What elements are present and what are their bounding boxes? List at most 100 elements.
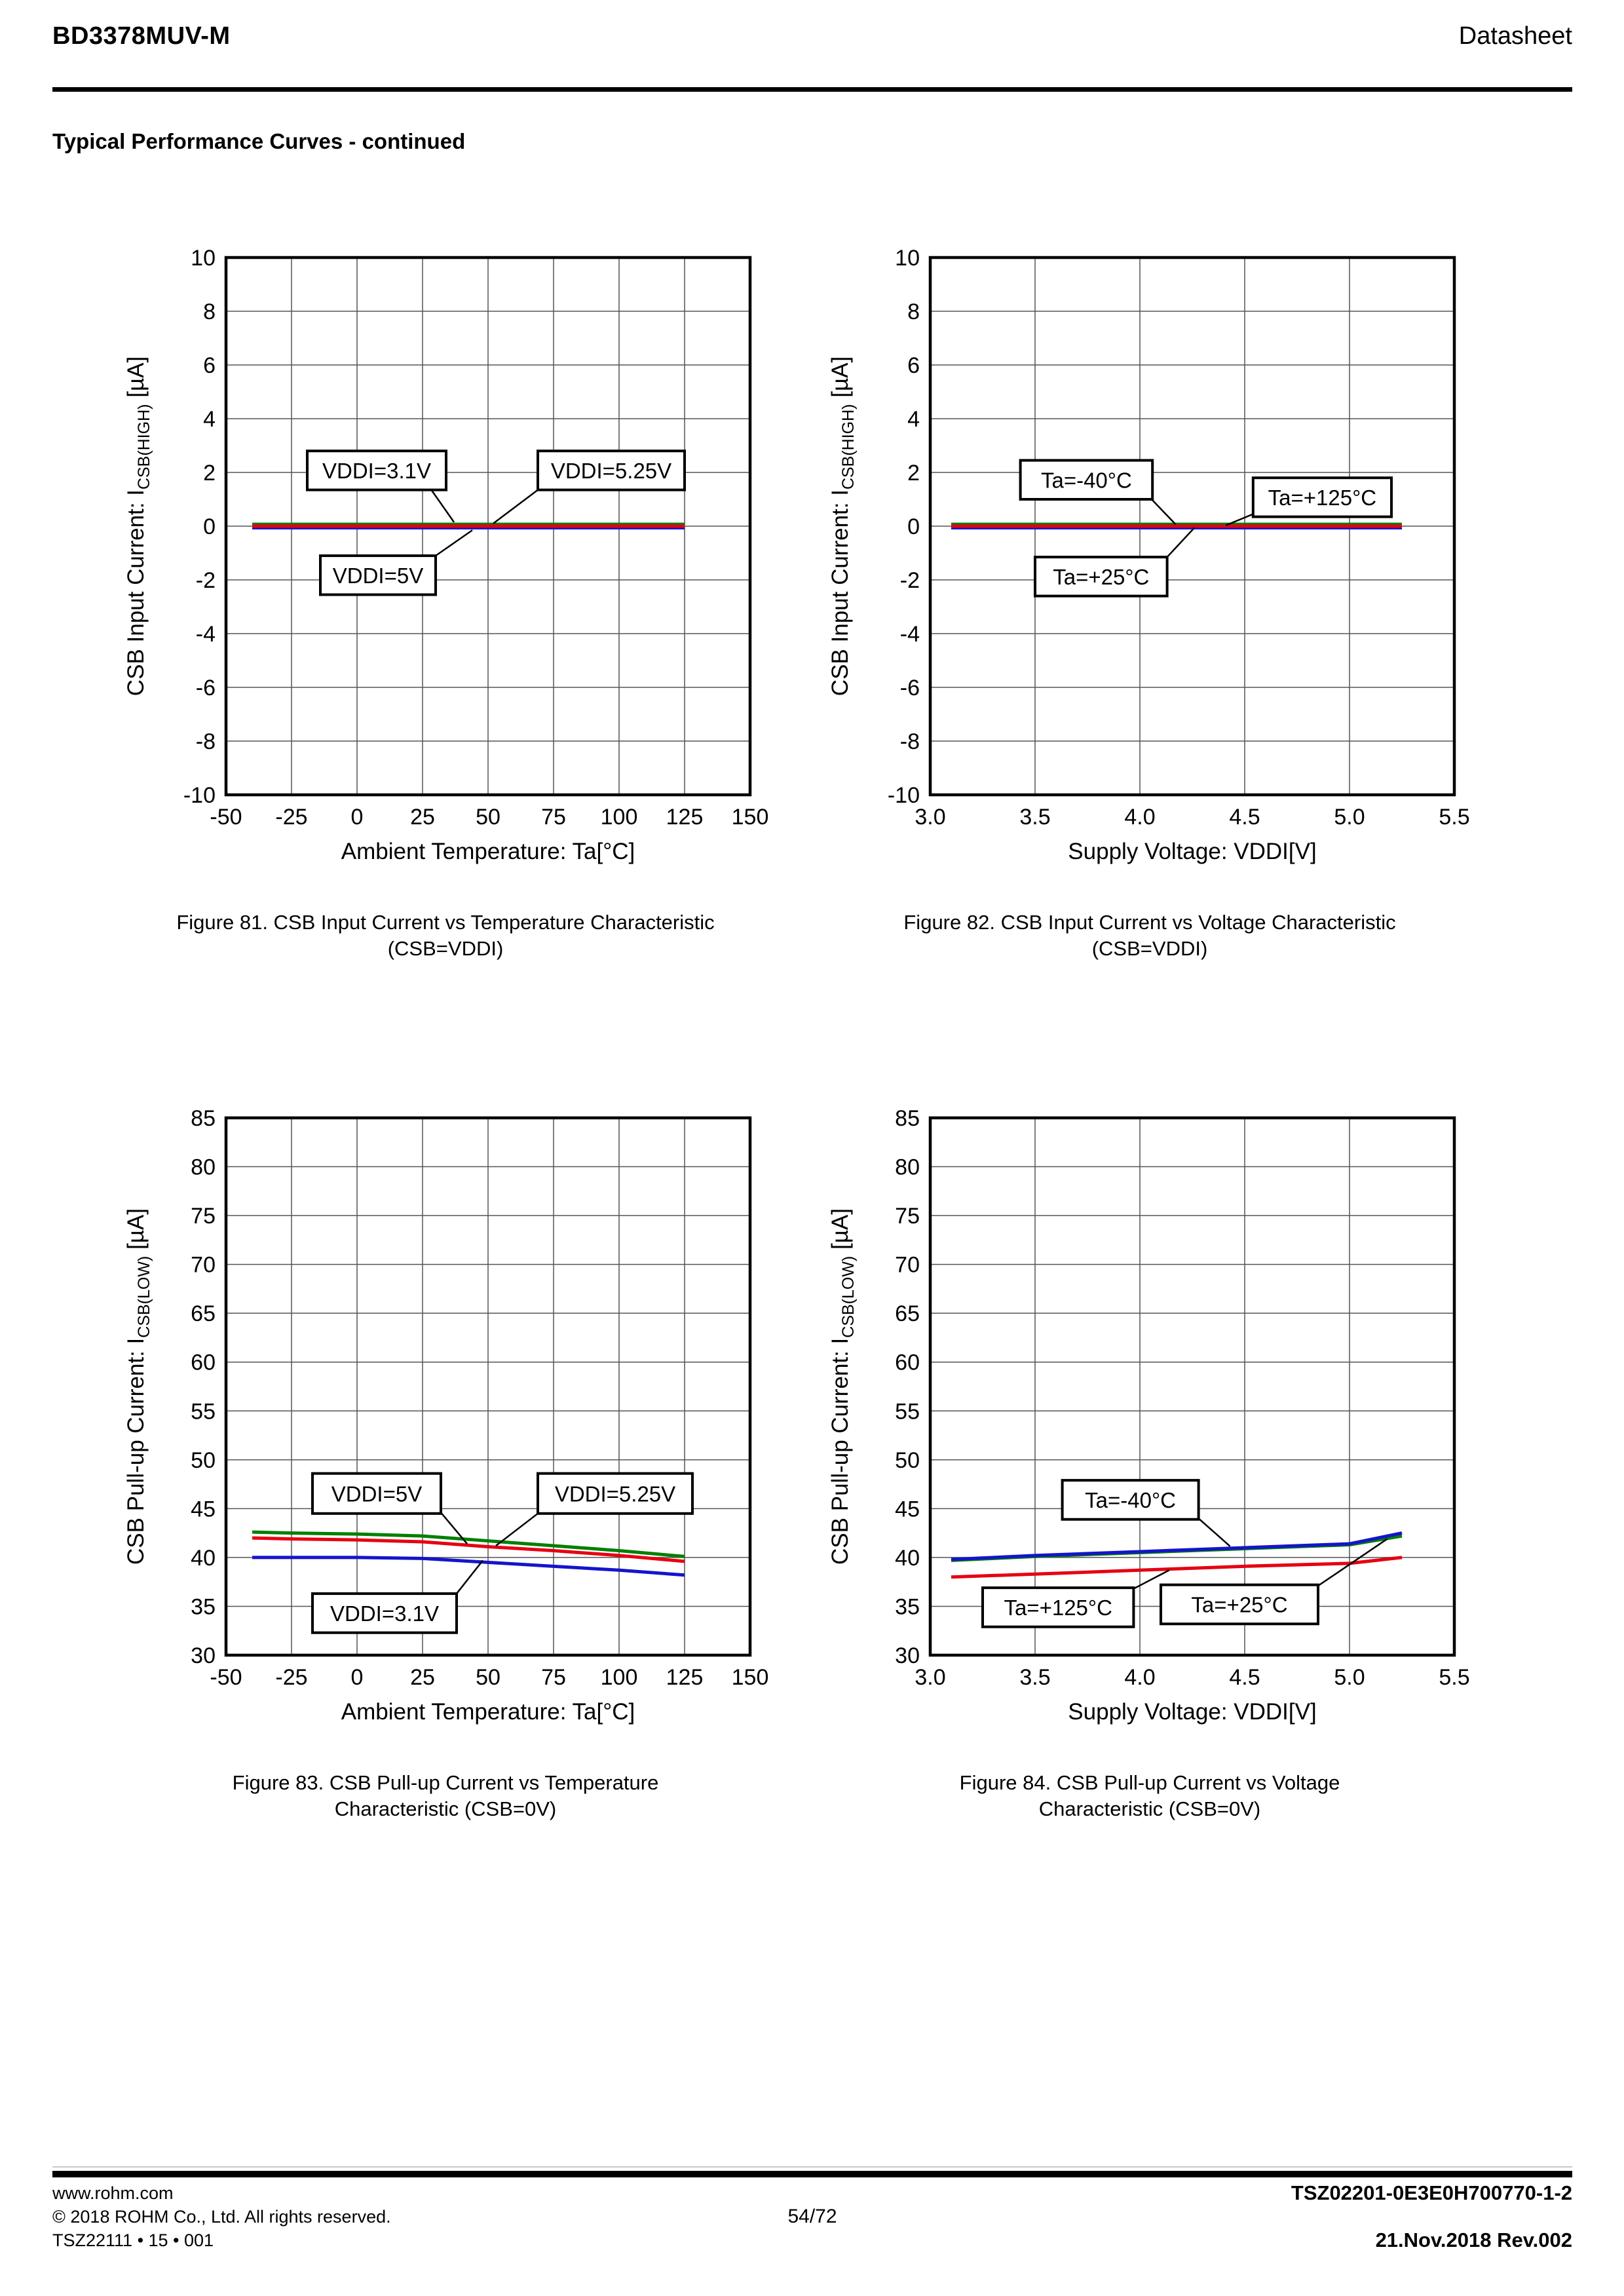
svg-text:5.5: 5.5	[1439, 1665, 1469, 1690]
annotation-box	[981, 1586, 1135, 1628]
svg-text:VDDI=5V: VDDI=5V	[331, 1482, 422, 1506]
svg-text:2: 2	[907, 461, 920, 486]
svg-text:150: 150	[732, 1665, 769, 1690]
svg-text:Ambient Temperature: Ta[°C]: Ambient Temperature: Ta[°C]	[341, 839, 635, 864]
caption-line-1: Figure 81. CSB Input Current vs Temperat…	[176, 911, 715, 934]
series-Ta=+125°C	[951, 1556, 1403, 1579]
annotation-box	[1061, 1479, 1200, 1521]
svg-text:55: 55	[895, 1399, 920, 1424]
annotation-box	[319, 554, 437, 596]
svg-text:Supply Voltage: VDDI[V]: Supply Voltage: VDDI[V]	[1068, 839, 1316, 864]
svg-text:CSB Pull-up Current: ICSB(LOW): CSB Pull-up Current: ICSB(LOW) [µA]	[827, 1208, 858, 1565]
svg-text:4.5: 4.5	[1229, 805, 1260, 830]
svg-text:4: 4	[203, 407, 216, 432]
caption-line-1: Figure 82. CSB Input Current vs Voltage …	[903, 911, 1396, 934]
svg-text:100: 100	[601, 1665, 638, 1690]
svg-text:-10: -10	[183, 783, 216, 808]
doc-type-label: Datasheet	[1458, 22, 1572, 50]
svg-text:50: 50	[476, 805, 500, 830]
svg-text:60: 60	[191, 1350, 216, 1375]
footer-page-number: 54/72	[787, 2206, 837, 2227]
page-header: BD3378MUV-M Datasheet	[52, 0, 1572, 50]
series-Ta=-40°C	[951, 1531, 1403, 1561]
figure-83-caption: Figure 83. CSB Pull-up Current vs Temper…	[115, 1770, 776, 1822]
footer-columns: www.rohm.com © 2018 ROHM Co., Ltd. All r…	[52, 2181, 1572, 2252]
svg-text:-6: -6	[196, 676, 216, 700]
footer-left-block: www.rohm.com © 2018 ROHM Co., Ltd. All r…	[52, 2181, 787, 2252]
annotation-box	[311, 1592, 458, 1634]
caption-line-2: (CSB=VDDI)	[387, 937, 504, 960]
series-VDDI=5V	[252, 1536, 685, 1563]
svg-text:100: 100	[601, 805, 638, 830]
svg-text:CSB Input Current: ICSB(HIGH): CSB Input Current: ICSB(HIGH) [µA]	[827, 356, 858, 696]
svg-text:70: 70	[895, 1253, 920, 1278]
series-VDDI=5.25V	[252, 1530, 685, 1558]
annotation-box	[1034, 556, 1169, 598]
svg-text:-8: -8	[196, 729, 216, 754]
svg-text:40: 40	[895, 1546, 920, 1571]
svg-text:0: 0	[351, 805, 364, 830]
footer-doc-code-left: TSZ22111 • 15 • 001	[52, 2230, 214, 2250]
svg-text:55: 55	[191, 1399, 216, 1424]
svg-text:-4: -4	[196, 622, 216, 647]
svg-text:CSB Input Current: ICSB(HIGH): CSB Input Current: ICSB(HIGH) [µA]	[123, 356, 153, 696]
figure-84: Ta=-40°C Ta=+125°C Ta=+25°C 3.0 3.5 4.0 4.5 5.0…	[812, 1085, 1572, 1822]
svg-text:10: 10	[191, 246, 216, 271]
svg-text:80: 80	[191, 1155, 216, 1180]
svg-text:VDDI=3.1V: VDDI=3.1V	[322, 459, 431, 483]
svg-text:-6: -6	[900, 676, 920, 700]
footer-website: www.rohm.com	[52, 2183, 174, 2203]
footer-revision: 21.Nov.2018 Rev.002	[1375, 2229, 1573, 2251]
svg-text:30: 30	[895, 1643, 920, 1668]
page-content: BD3378MUV-M Datasheet Typical Performanc…	[52, 0, 1572, 1822]
svg-text:65: 65	[895, 1301, 920, 1326]
caption-line-2: Characteristic (CSB=0V)	[1038, 1797, 1261, 1820]
svg-text:5.0: 5.0	[1334, 805, 1365, 830]
svg-text:3.5: 3.5	[1019, 805, 1050, 830]
svg-text:4.0: 4.0	[1124, 805, 1155, 830]
svg-text:2: 2	[203, 461, 216, 486]
footer-black-bar	[52, 2171, 1572, 2177]
page-footer: www.rohm.com © 2018 ROHM Co., Ltd. All r…	[52, 2166, 1572, 2252]
svg-text:0: 0	[907, 514, 920, 539]
caption-line-1: Figure 83. CSB Pull-up Current vs Temper…	[232, 1771, 659, 1794]
annotation-box	[1160, 1583, 1319, 1626]
svg-text:150: 150	[732, 805, 769, 830]
svg-text:5.5: 5.5	[1439, 805, 1469, 830]
svg-text:Ta=+125°C: Ta=+125°C	[1004, 1596, 1112, 1620]
svg-text:Ta=+25°C: Ta=+25°C	[1191, 1592, 1287, 1617]
svg-text:50: 50	[895, 1448, 920, 1473]
svg-text:Ta=-40°C: Ta=-40°C	[1085, 1488, 1176, 1512]
svg-text:75: 75	[541, 805, 566, 830]
figure-83: VDDI=5V VDDI=5.25V VDDI=3.1V -50 -25 0 25 50 75 1…	[52, 1085, 812, 1822]
figure-83-chart: VDDI=5V VDDI=5.25V VDDI=3.1V -50 -25 0 25 50 75 1…	[123, 1106, 769, 1725]
svg-text:30: 30	[191, 1643, 216, 1668]
figure-82: Ta=-40°C Ta=+125°C Ta=+25°C 3.0 3.5 4.0 4.5 5.0…	[812, 225, 1572, 962]
svg-text:-2: -2	[196, 568, 216, 593]
figure-81-chart: VDDI=3.1V VDDI=5.25V VDDI=5V -50 -25 0 25 50 75 1…	[123, 246, 769, 864]
svg-text:-2: -2	[900, 568, 920, 593]
figure-82-chart: Ta=-40°C Ta=+125°C Ta=+25°C 3.0 3.5 4.0 4.5 5.0…	[827, 246, 1470, 864]
svg-text:75: 75	[895, 1204, 920, 1229]
svg-text:-25: -25	[275, 1665, 307, 1690]
charts-row-bottom: VDDI=5V VDDI=5.25V VDDI=3.1V -50 -25 0 25 50 75 1…	[52, 1085, 1572, 1822]
svg-text:80: 80	[895, 1155, 920, 1180]
annotation-box	[1019, 459, 1154, 501]
svg-text:70: 70	[191, 1253, 216, 1278]
caption-line-1: Figure 84. CSB Pull-up Current vs Voltag…	[959, 1771, 1340, 1794]
svg-text:-50: -50	[210, 1665, 242, 1690]
figure-84-caption: Figure 84. CSB Pull-up Current vs Voltag…	[819, 1770, 1481, 1822]
svg-text:0: 0	[203, 514, 216, 539]
svg-text:6: 6	[907, 353, 920, 378]
svg-text:35: 35	[895, 1594, 920, 1619]
svg-text:VDDI=5.25V: VDDI=5.25V	[555, 1482, 675, 1506]
footer-copyright: © 2018 ROHM Co., Ltd. All rights reserve…	[52, 2207, 391, 2227]
caption-line-2: (CSB=VDDI)	[1091, 937, 1208, 960]
svg-text:VDDI=5.25V: VDDI=5.25V	[551, 459, 671, 483]
svg-text:VDDI=3.1V: VDDI=3.1V	[330, 1601, 439, 1626]
svg-text:-50: -50	[210, 805, 242, 830]
svg-text:35: 35	[191, 1594, 216, 1619]
charts-row-top: VDDI=3.1V VDDI=5.25V VDDI=5V -50 -25 0 25 50 75 1…	[52, 225, 1572, 962]
svg-text:85: 85	[191, 1106, 216, 1131]
